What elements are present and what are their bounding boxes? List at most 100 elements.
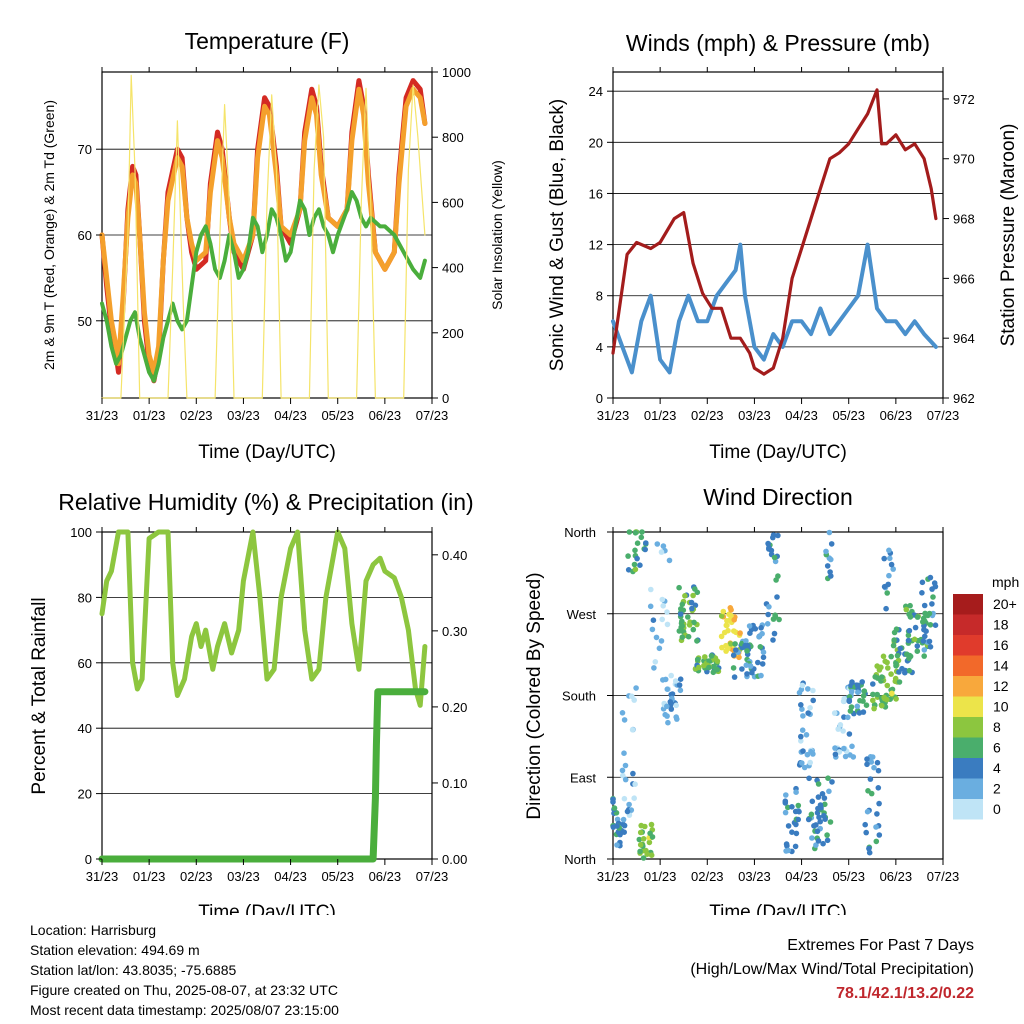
direction-point (801, 764, 808, 771)
direction-point (864, 761, 870, 768)
direction-point (823, 548, 829, 555)
direction-legend-swatch-0 (953, 594, 983, 615)
temperature-title: Temperature (F) (185, 28, 350, 54)
direction-point (638, 822, 644, 829)
direction-point (644, 851, 650, 857)
direction-point (682, 593, 688, 599)
direction-point (807, 705, 813, 711)
direction-point (861, 688, 868, 694)
direction-point (648, 821, 655, 828)
direction-point (664, 621, 671, 628)
direction-point (783, 792, 789, 798)
humidity-plot-frame (101, 531, 433, 860)
direction-legend-swatch-5 (953, 696, 983, 717)
temperature-series-td2m (100, 190, 427, 383)
direction-ytick-label-1: East (570, 770, 596, 785)
direction-point (869, 754, 876, 760)
direction-point (664, 686, 671, 692)
direction-point (809, 798, 816, 805)
direction-point (863, 829, 869, 836)
direction-point (884, 682, 891, 689)
direction-point (922, 633, 928, 640)
direction-point (806, 775, 812, 782)
temperature-xtick-label-7: 07/23 (416, 408, 449, 423)
direction-point (835, 726, 841, 732)
direction-point (821, 812, 827, 819)
humidity-xtick-label-3: 03/23 (227, 869, 260, 884)
direction-point (760, 654, 767, 661)
temperature-ylabel: 2m & 9m T (Red, Orange) & 2m Td (Green) (41, 100, 57, 370)
direction-point (927, 644, 934, 650)
direction-point (638, 534, 645, 541)
direction-point (759, 661, 766, 667)
direction-point (784, 843, 790, 849)
winds-y2tick-label-3: 968 (953, 212, 975, 227)
direction-point (848, 682, 854, 689)
direction-point (873, 838, 880, 845)
direction-point (679, 623, 685, 629)
direction-point (757, 644, 764, 650)
direction-point (720, 608, 727, 615)
direction-point (815, 838, 822, 844)
humidity-ytick-label-5: 100 (70, 525, 92, 540)
direction-point (743, 638, 749, 644)
direction-point (837, 722, 844, 728)
direction-point (884, 696, 890, 703)
direction-point (725, 627, 731, 634)
direction-point (789, 804, 795, 810)
direction-point (694, 638, 700, 644)
winds-xtick-label-6: 06/23 (880, 408, 913, 423)
direction-point (926, 610, 933, 617)
direction-point (807, 759, 813, 766)
direction-point (826, 788, 832, 795)
winds-xtick-label-3: 03/23 (738, 408, 771, 423)
direction-point (643, 540, 649, 546)
direction-point (911, 636, 918, 643)
direction-point (906, 611, 912, 618)
direction-point (614, 842, 620, 848)
direction-legend-swatch-7 (953, 737, 983, 758)
recent-text: Most recent data timestamp: 2025/08/07 2… (30, 1002, 339, 1018)
direction-point (631, 697, 637, 703)
direction-point (850, 754, 857, 760)
winds-xtick-label-0: 31/23 (597, 408, 630, 423)
direction-point (921, 602, 928, 609)
elevation-text: Station elevation: 494.69 m (30, 942, 200, 958)
direction-point (610, 796, 616, 803)
direction-point (822, 801, 828, 808)
direction-point (637, 842, 644, 848)
direction-point (785, 847, 791, 854)
direction-point (892, 675, 899, 682)
direction-point (637, 848, 643, 855)
direction-point (795, 816, 801, 823)
direction-point (648, 852, 655, 858)
direction-point (631, 561, 638, 568)
direction-point (622, 776, 629, 783)
humidity-y2tick-label-3: 0.30 (442, 624, 467, 639)
direction-point (685, 614, 691, 620)
direction-point (677, 611, 684, 617)
winds-ytick-label-2: 8 (596, 289, 603, 304)
direction-point (881, 555, 887, 562)
temperature-y2tick-label-2: 400 (442, 261, 464, 276)
direction-point (632, 530, 639, 536)
direction-xtick-label-3: 03/23 (738, 869, 771, 884)
humidity-series-rh (99, 529, 428, 708)
direction-point (884, 590, 890, 596)
temperature-xtick-label-4: 04/23 (274, 408, 307, 423)
direction-point (785, 823, 792, 829)
temperature-ytick-label-0: 50 (78, 314, 92, 329)
direction-point (810, 687, 816, 694)
winds-y2tick-label-4: 970 (953, 152, 975, 167)
direction-point (723, 622, 730, 629)
direction-point (906, 655, 912, 662)
direction-point (927, 622, 934, 628)
direction-legend-label-1: 18 (993, 617, 1009, 633)
direction-point (662, 676, 669, 683)
direction-point (795, 802, 802, 809)
direction-point (723, 648, 729, 654)
direction-point (673, 702, 679, 709)
direction-point (824, 832, 830, 838)
direction-point (637, 829, 644, 836)
temperature-xtick-label-3: 03/23 (227, 408, 260, 423)
